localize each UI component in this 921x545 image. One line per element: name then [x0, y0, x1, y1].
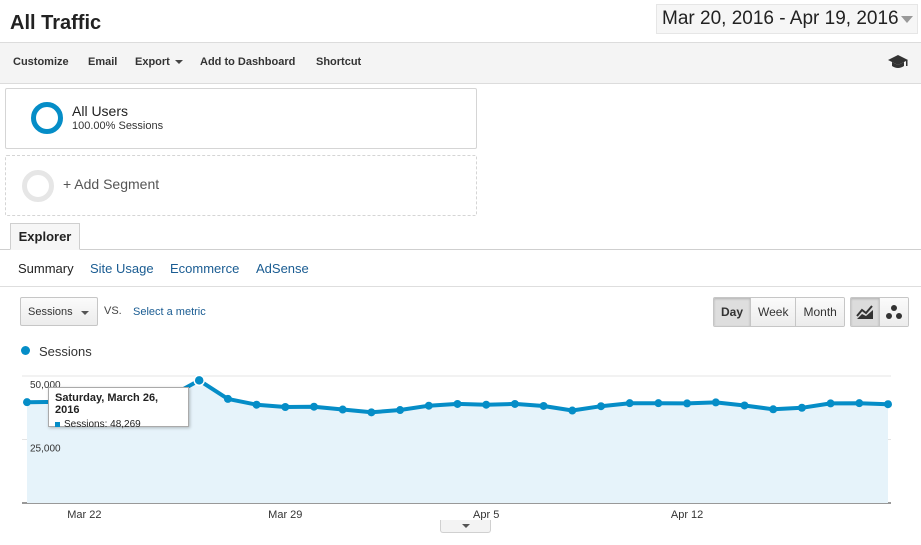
email-button[interactable]: Email: [88, 56, 118, 68]
chevron-down-icon: [901, 16, 913, 23]
tab-divider: [0, 249, 921, 250]
data-point-mar-20[interactable]: [23, 398, 31, 407]
metric-select[interactable]: Sessions: [20, 297, 98, 326]
chart-tooltip: Saturday, March 26, 2016 Sessions: 48,26…: [48, 387, 189, 430]
shortcut-button[interactable]: Shortcut: [316, 56, 362, 68]
graduation-cap-icon[interactable]: [887, 53, 909, 71]
export-menu[interactable]: Export: [135, 56, 183, 68]
tooltip-value-row: Sessions: 48,269: [55, 419, 182, 430]
line-chart-button[interactable]: [851, 298, 880, 326]
x-axis-ticks: Mar 22 Mar 29 Apr 5 Apr 12: [67, 509, 703, 520]
data-point-apr-17[interactable]: [826, 399, 835, 408]
vs-label: VS.: [104, 305, 122, 317]
caret-down-icon: [462, 524, 470, 528]
data-point-apr-11[interactable]: [654, 399, 663, 408]
data-point-apr-16[interactable]: [797, 403, 806, 412]
data-point-apr-14[interactable]: [740, 401, 749, 410]
empty-segment-ring-icon: [22, 170, 54, 202]
select-metric-link[interactable]: Select a metric: [133, 306, 206, 318]
period-week-button[interactable]: Week: [750, 298, 796, 326]
line-chart-icon: [856, 305, 874, 319]
segment-detail: 100.00% Sessions: [72, 120, 164, 132]
data-point-mar-28[interactable]: [252, 400, 261, 409]
data-point-mar-27[interactable]: [223, 394, 232, 403]
tooltip-value: Sessions: 48,269: [64, 419, 141, 430]
data-point-apr-3[interactable]: [424, 401, 433, 410]
subtab-site-usage[interactable]: Site Usage: [90, 261, 154, 276]
data-point-apr-4[interactable]: [453, 399, 462, 408]
add-segment-button[interactable]: + Add Segment: [5, 155, 477, 216]
y-axis-ticks: 50,000 25,000: [30, 380, 61, 455]
subtab-ecommerce[interactable]: Ecommerce: [170, 261, 240, 276]
data-point-apr-7[interactable]: [539, 401, 548, 410]
period-day-button[interactable]: Day: [714, 298, 751, 326]
legend-sessions-label: Sessions: [39, 344, 92, 359]
x-tick-label: Apr 5: [473, 509, 499, 520]
caret-down-icon: [81, 311, 89, 315]
metric-select-label: Sessions: [28, 305, 73, 318]
segment-ring-icon: [31, 102, 63, 134]
data-point-apr-19[interactable]: [884, 400, 892, 409]
y-tick-label: 25,000: [30, 444, 61, 455]
x-tick-label: Mar 29: [268, 509, 302, 520]
data-point-mar-29[interactable]: [281, 402, 290, 411]
chart-type-toggle: [850, 297, 909, 327]
data-point-mar-31[interactable]: [338, 405, 347, 414]
add-segment-label: + Add Segment: [63, 176, 160, 192]
x-tick-label: Mar 22: [67, 509, 101, 520]
segment-name: All Users: [72, 103, 129, 119]
sessions-chart: 50,000 25,000 Mar 22 Mar 29 Apr 5 Apr 12: [22, 374, 892, 520]
data-point-mar-26[interactable]: [193, 374, 205, 387]
date-range-picker[interactable]: Mar 20, 2016 - Apr 19, 2016: [656, 4, 918, 34]
add-to-dashboard-button[interactable]: Add to Dashboard: [200, 56, 296, 68]
customize-button[interactable]: Customize: [13, 56, 69, 68]
data-point-apr-2[interactable]: [396, 406, 405, 415]
motion-chart-icon: [886, 305, 903, 319]
sessions-area: [27, 380, 888, 503]
tab-explorer[interactable]: Explorer: [10, 223, 80, 250]
data-point-apr-15[interactable]: [769, 405, 778, 414]
data-point-apr-12[interactable]: [683, 399, 692, 408]
report-toolbar: Customize Email Export Add to Dashboard …: [0, 42, 921, 84]
date-range-label: Mar 20, 2016 - Apr 19, 2016: [662, 8, 899, 29]
x-tick-label: Apr 12: [671, 509, 703, 520]
expand-chart-handle[interactable]: [440, 520, 491, 533]
data-point-apr-8[interactable]: [568, 406, 577, 415]
caret-down-icon: [174, 60, 183, 65]
period-month-button[interactable]: Month: [795, 298, 844, 326]
data-point-apr-13[interactable]: [711, 398, 720, 407]
data-point-apr-9[interactable]: [597, 402, 605, 411]
segment-all-users[interactable]: All Users 100.00% Sessions: [5, 88, 477, 149]
data-point-apr-18[interactable]: [855, 399, 864, 408]
tooltip-date: Saturday, March 26, 2016: [55, 392, 159, 416]
legend-sessions-dot: [21, 346, 30, 355]
motion-chart-button[interactable]: [879, 298, 908, 326]
data-point-apr-10[interactable]: [625, 399, 634, 408]
subtab-divider: [0, 286, 921, 287]
period-toggle: Day Week Month: [713, 297, 845, 327]
subtab-summary[interactable]: Summary: [18, 261, 74, 276]
page-title: All Traffic: [10, 12, 102, 34]
data-point-apr-1[interactable]: [367, 408, 376, 417]
subtab-adsense[interactable]: AdSense: [256, 261, 309, 276]
export-label: Export: [135, 56, 170, 68]
y-tick-label: 50,000: [30, 380, 61, 391]
data-point-mar-30[interactable]: [310, 402, 318, 411]
data-point-apr-6[interactable]: [510, 399, 519, 408]
series-swatch: [55, 422, 60, 427]
data-point-apr-5[interactable]: [482, 400, 491, 409]
